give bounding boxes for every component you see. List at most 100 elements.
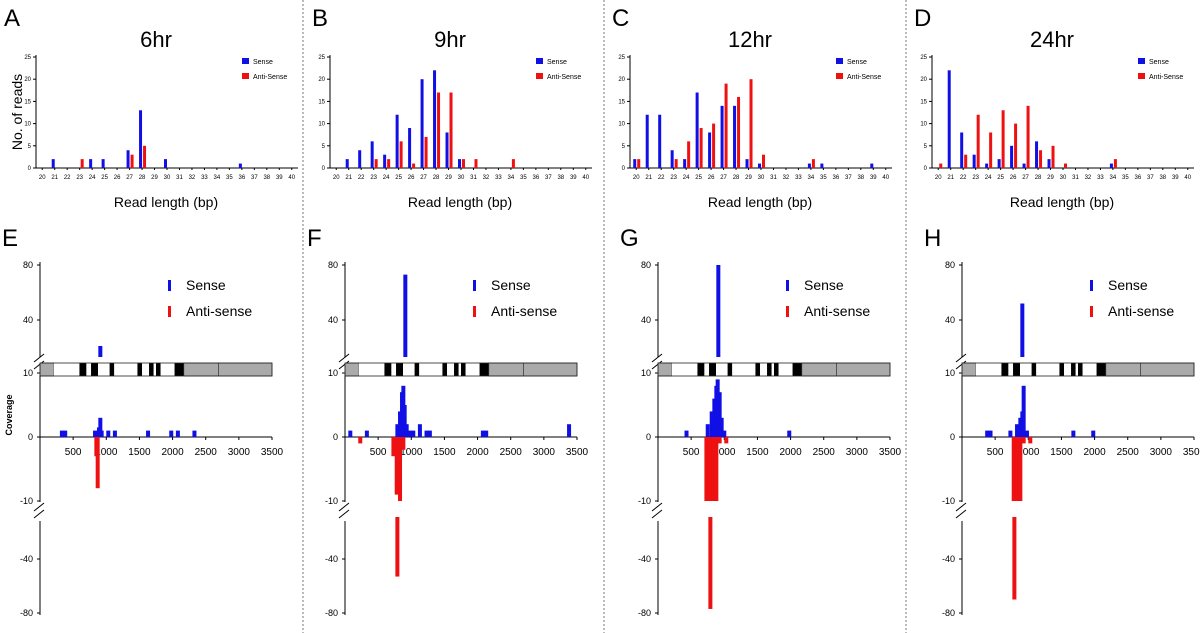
legend-label-sense: Sense — [491, 277, 531, 293]
y-tick-label: -10 — [20, 496, 33, 506]
sense-bar — [947, 70, 951, 168]
antisense-peak-bar — [395, 517, 400, 577]
y-axis-label: Coverage — [4, 394, 14, 435]
x-tick-label: 31 — [176, 175, 183, 181]
x-tick-label: 29 — [151, 175, 158, 181]
x-tick-label: 24 — [89, 175, 96, 181]
x-tick-label: 20 — [633, 175, 640, 181]
sense-coverage-bar — [787, 430, 792, 437]
sense-coverage-bar — [717, 392, 722, 437]
gene-segment — [114, 363, 138, 376]
sense-coverage-bar — [146, 430, 151, 437]
x-tick-label: 37 — [251, 175, 258, 181]
x-tick-label: 23 — [670, 175, 677, 181]
antisense-coverage-bar — [704, 437, 709, 501]
legend-label-antisense: Anti-Sense — [1149, 74, 1183, 81]
antisense-coverage-bar — [358, 437, 363, 444]
x-tick-label: 1500 — [433, 447, 456, 458]
x-tick-label: 39 — [570, 175, 577, 181]
legend-swatch-sense — [168, 280, 171, 291]
x-tick-label: 36 — [833, 175, 840, 181]
sense-coverage-bar — [98, 417, 103, 437]
x-tick-label: 34 — [808, 175, 815, 181]
sense-coverage-bar — [988, 430, 993, 437]
x-tick-label: 22 — [960, 175, 967, 181]
y-tick-label: 25 — [920, 55, 927, 61]
y-tick-label: 25 — [318, 55, 325, 61]
gene-segment — [344, 362, 360, 377]
x-tick-label: 24 — [985, 175, 992, 181]
x-tick-label: 40 — [1184, 175, 1191, 181]
sense-bar — [445, 132, 449, 168]
x-tick-label: 37 — [545, 175, 552, 181]
x-tick-label: 3500 — [879, 447, 902, 458]
sense-coverage-bar — [427, 430, 432, 437]
x-tick-label: 28 — [433, 175, 440, 181]
antisense-bar — [449, 92, 453, 168]
axis-break-mark — [338, 502, 350, 519]
gene-segment — [137, 363, 143, 376]
y-tick-label: 40 — [945, 315, 955, 325]
x-tick-label: 25 — [695, 175, 702, 181]
gene-segment — [771, 363, 774, 376]
x-tick-label: 20 — [935, 175, 942, 181]
sense-bar — [420, 79, 424, 168]
antisense-bar — [811, 159, 815, 168]
gene-segment — [792, 363, 802, 376]
x-tick-label: 38 — [263, 175, 270, 181]
legend-label-antisense: Anti-Sense — [847, 74, 881, 81]
x-tick-label: 28 — [1035, 175, 1042, 181]
sense-bar — [658, 114, 662, 168]
sense-bar — [89, 159, 93, 168]
gene-segment — [454, 363, 459, 376]
y-tick-label: -40 — [325, 554, 338, 564]
sense-bar — [370, 141, 374, 168]
x-tick-label: 40 — [288, 175, 295, 181]
x-tick-label: 35 — [520, 175, 527, 181]
sense-coverage-bar — [705, 424, 710, 437]
legend-label-antisense: Anti-sense — [491, 303, 557, 319]
y-tick-label: 20 — [618, 77, 625, 83]
antisense-bar — [964, 154, 968, 168]
gene-segment — [778, 363, 793, 376]
antisense-bar — [762, 154, 765, 168]
x-tick-label: 3000 — [1150, 447, 1173, 458]
x-tick-label: 40 — [582, 175, 589, 181]
sense-bar — [745, 159, 749, 168]
x-tick-label: 33 — [495, 175, 502, 181]
x-tick-label: 38 — [857, 175, 864, 181]
gene-segment — [403, 363, 415, 376]
legend-label-sense: Sense — [186, 277, 226, 293]
axis-break-mark — [651, 502, 663, 519]
gene-segment — [760, 363, 768, 376]
sense-bar — [433, 70, 437, 168]
legend-swatch-antisense — [168, 306, 171, 317]
gene-segment — [160, 363, 175, 376]
gene-segment — [1078, 363, 1083, 376]
x-tick-label: 2500 — [195, 447, 218, 458]
x-tick-label: 35 — [226, 175, 233, 181]
sense-bar — [358, 150, 362, 168]
antisense-bar — [1014, 123, 1018, 168]
gene-segment — [465, 363, 480, 376]
x-tick-label: 26 — [1010, 175, 1017, 181]
antisense-coverage-bar — [1028, 437, 1033, 444]
x-tick-label: 22 — [658, 175, 665, 181]
sense-bar — [870, 163, 874, 168]
x-tick-label: 37 — [845, 175, 852, 181]
gene-segment — [1020, 363, 1032, 376]
x-tick-label: 33 — [795, 175, 802, 181]
y-tick-label: 0 — [646, 432, 651, 442]
antisense-bar — [462, 159, 465, 168]
gene-segment — [447, 363, 455, 376]
panel-d: D 24hr 0 5 10 15 20 25 20 21 22 23 24 25 26 27 28 29 30 31 3… — [914, 5, 1194, 210]
x-tick-label: 24 — [383, 175, 390, 181]
gene-segment — [774, 363, 779, 376]
legend-swatch-antisense — [473, 306, 476, 317]
x-tick-label: 33 — [1097, 175, 1104, 181]
x-tick-label: 500 — [65, 447, 82, 458]
x-tick-label: 1500 — [128, 447, 151, 458]
y-tick-label: 25 — [24, 55, 31, 61]
x-tick-label: 1000 — [95, 447, 118, 458]
x-tick-label: 29 — [445, 175, 452, 181]
